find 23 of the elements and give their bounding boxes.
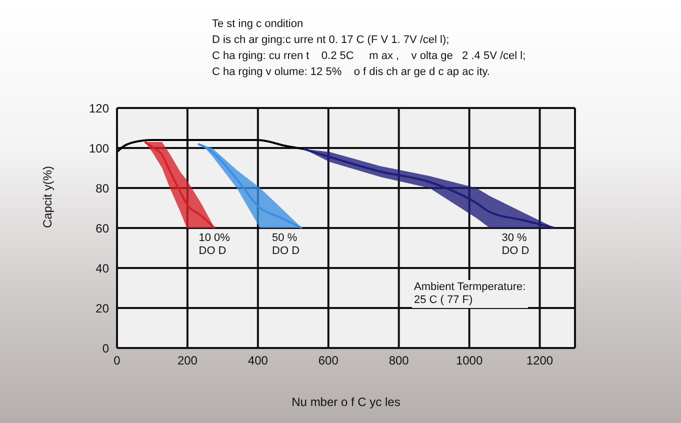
y-tick-label: 60 [96, 221, 110, 236]
y-tick-label: 40 [96, 261, 110, 276]
x-axis-title: Nu mber o f C yc les [292, 395, 400, 409]
y-axis-title: Capcit y(%) [40, 166, 54, 228]
x-tick-label: 800 [388, 354, 410, 368]
y-tick-label: 120 [88, 101, 110, 116]
x-tick-label: 1200 [526, 354, 554, 368]
y-tick-label: 0 [102, 341, 110, 356]
x-tick-label: 400 [248, 354, 268, 368]
line-series [117, 139, 305, 153]
annotation: 10 0% DO D [198, 232, 230, 257]
y-tick-label: 100 [88, 141, 110, 156]
x-tick-label: 0 [114, 354, 121, 368]
chart-subtitle: D is ch ar ging:c urre nt 0. 17 C (F V 1. 7V /cel l); C ha rging: cu rren t 0.2 5C m ax , v olta ge 2 .4 5V /cel l; C ha rging v olume: 12 5% o f dis ch ar ge d c ap ac ity. [212, 33, 526, 80]
annotation: 30 % DO D [502, 232, 530, 257]
x-tick-label: 1000 [456, 354, 483, 368]
x-tick-label: 600 [318, 354, 339, 368]
y-tick-label: 80 [96, 181, 110, 196]
annotation: 50 % DO D [272, 232, 300, 257]
x-tick-label: 200 [177, 354, 198, 368]
chart-title: Te st ing c ondition [212, 17, 304, 32]
annotation: Ambient Termperature: 25 C ( 77 F) [412, 280, 528, 308]
y-tick-label: 20 [96, 301, 110, 316]
